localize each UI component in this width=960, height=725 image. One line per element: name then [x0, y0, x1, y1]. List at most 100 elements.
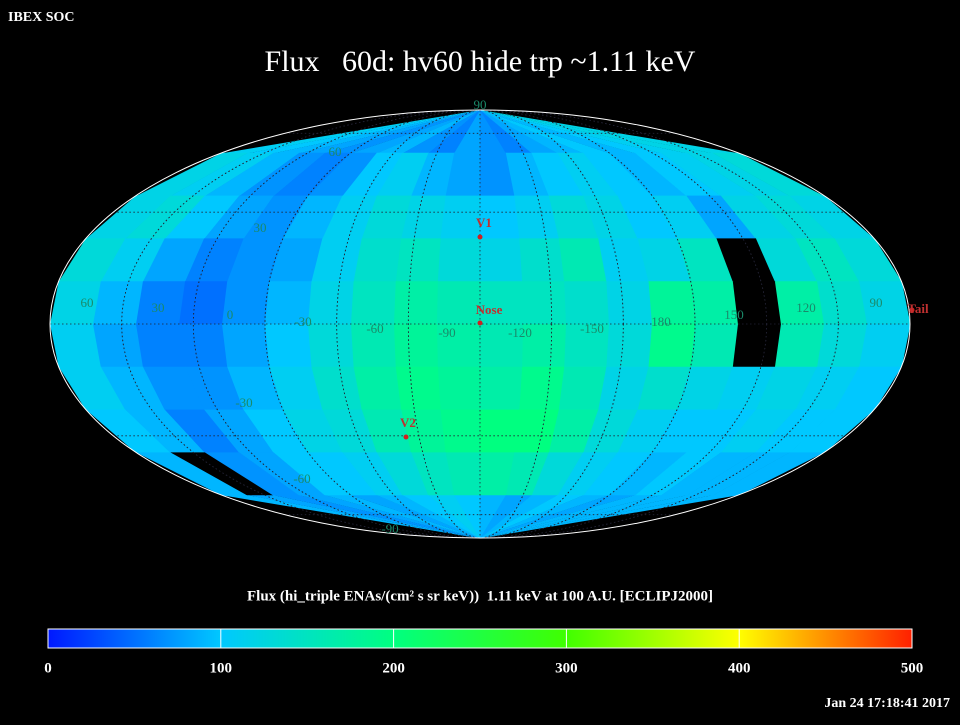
flux-cell — [558, 366, 607, 411]
flux-cell — [690, 324, 739, 368]
flux-cell — [353, 238, 402, 282]
flux-cell — [774, 324, 825, 368]
flux-cell — [222, 110, 481, 154]
flux-cell — [227, 238, 284, 282]
flux-cell — [755, 366, 818, 411]
flux-cell — [100, 366, 166, 411]
flux-cell — [265, 281, 312, 325]
flux-cell — [648, 281, 696, 325]
flux-cell — [85, 409, 171, 453]
flux-cell — [834, 238, 902, 282]
flux-cell — [522, 281, 567, 325]
flux-cell — [170, 152, 275, 197]
longitude-label: 30 — [152, 300, 165, 315]
flux-cell — [361, 195, 412, 239]
flux-cell — [282, 195, 343, 239]
flux-cell — [440, 409, 481, 453]
flux-cell — [273, 452, 352, 496]
flux-cell — [480, 409, 520, 453]
flux-cell — [437, 238, 481, 282]
flux-cell — [325, 110, 481, 154]
latitude-label: -60 — [293, 471, 310, 486]
map-title: Flux 60d: hv60 hide trp ~1.11 keV — [265, 45, 696, 78]
colorbar-label: Flux (hi_triple ENAs/(cm² s sr keV)) 1.1… — [247, 588, 713, 604]
flux-cell — [660, 452, 756, 496]
flux-cell — [265, 324, 312, 368]
flux-cell — [686, 452, 791, 496]
flux-cell — [519, 366, 565, 411]
latitude-label: -30 — [235, 395, 252, 410]
marker-dot — [477, 320, 483, 326]
flux-cell — [480, 195, 520, 239]
flux-cell — [583, 152, 653, 197]
flux-cell — [480, 324, 524, 368]
flux-cell — [606, 281, 653, 325]
flux-cell — [445, 452, 481, 496]
flux-cell — [136, 152, 249, 197]
flux-cell — [660, 152, 756, 197]
longitude-label: -30 — [294, 314, 311, 329]
flux-cell — [505, 452, 550, 496]
longitude-label: 60 — [81, 295, 94, 310]
flux-cell — [564, 324, 610, 368]
flux-cell — [548, 409, 599, 453]
colorbar-tick-label: 400 — [728, 660, 751, 676]
flux-cell — [817, 324, 868, 368]
flux-cell — [185, 238, 245, 282]
flux-cell — [480, 366, 523, 411]
flux-cell — [789, 195, 875, 239]
flux-cell — [652, 409, 717, 453]
no-data-cell — [170, 452, 275, 496]
flux-cell — [322, 409, 378, 453]
flux-cell — [50, 281, 102, 325]
longitude-label: 180 — [651, 314, 671, 329]
latitude-label: 60 — [329, 144, 342, 159]
flux-cell — [411, 452, 455, 496]
marker-label: V1 — [476, 215, 492, 230]
flux-cell — [351, 110, 481, 154]
flux-cell — [222, 281, 270, 325]
flux-cell — [239, 152, 326, 197]
flux-cell — [322, 195, 378, 239]
flux-cell — [583, 195, 639, 239]
flux-cell — [311, 366, 363, 411]
marker-dot — [403, 434, 409, 440]
flux-cell — [531, 152, 584, 197]
flux-cell — [834, 366, 902, 411]
colorbar-tick-label: 500 — [901, 660, 924, 676]
flux-cell — [817, 281, 868, 325]
flux-cell — [859, 324, 910, 368]
flux-cell — [394, 324, 439, 368]
flux-cell — [269, 366, 323, 411]
flux-cell — [606, 324, 653, 368]
flux-cell — [677, 366, 734, 411]
longitude-label: -150 — [580, 321, 604, 336]
flux-cell — [204, 195, 275, 239]
flux-cell — [269, 238, 323, 282]
flux-cell — [243, 409, 309, 453]
flux-cell — [686, 152, 791, 197]
flux-cell — [774, 281, 825, 325]
flux-cell — [325, 495, 481, 538]
meridian — [407, 110, 553, 538]
flux-cell — [376, 110, 481, 154]
flux-cell — [480, 452, 515, 496]
flux-cell — [634, 152, 722, 197]
flux-cell — [583, 409, 639, 453]
graticule — [50, 110, 910, 538]
flux-cell — [411, 152, 455, 197]
flux-cell — [247, 110, 481, 154]
flux-cell — [185, 366, 245, 411]
flux-cell — [677, 238, 734, 282]
flux-cell — [142, 366, 205, 411]
flux-cell — [136, 324, 186, 368]
flux-cell — [394, 281, 439, 325]
flux-cell — [179, 281, 228, 325]
flux-cell — [755, 195, 836, 239]
no-data-cell — [732, 324, 782, 368]
flux-cell — [454, 495, 481, 538]
flux-cell — [222, 324, 270, 368]
flux-cell — [557, 152, 619, 197]
flux-cell — [179, 324, 228, 368]
